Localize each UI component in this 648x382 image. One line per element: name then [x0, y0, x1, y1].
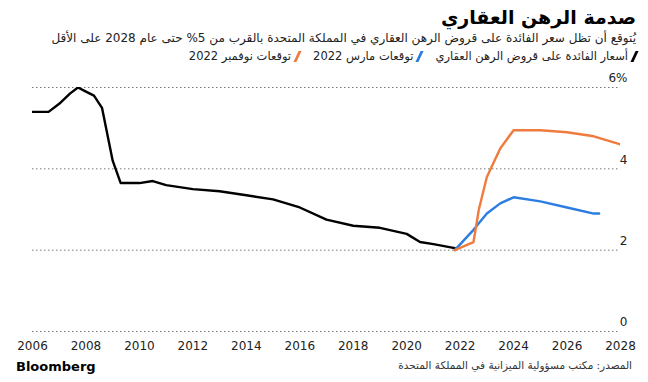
svg-text:2028: 2028	[605, 339, 636, 353]
svg-text:2024: 2024	[498, 339, 529, 353]
svg-text:6%: 6%	[608, 71, 627, 85]
svg-text:2018: 2018	[338, 339, 369, 353]
svg-text:2026: 2026	[552, 339, 583, 353]
svg-text:2006: 2006	[17, 339, 48, 353]
html-text:صدمة الرهن العقاري: صدمة الرهن العقاري	[440, 6, 636, 28]
svg-text:2022: 2022	[445, 339, 476, 353]
svg-text:2020: 2020	[391, 339, 422, 353]
svg-text:2010: 2010	[124, 339, 155, 353]
html-text:توقعات مارس 2022: توقعات مارس 2022	[313, 49, 414, 63]
svg-text:2: 2	[620, 234, 628, 248]
html-text:المصدر: مكتب مسؤولية الميزانية: المصدر: مكتب مسؤولية الميزانية في المملك…	[398, 359, 632, 371]
html-text:Bloomberg: Bloomberg	[16, 359, 96, 374]
svg-text:0: 0	[620, 315, 628, 329]
svg-text:2008: 2008	[71, 339, 102, 353]
html-text:توقعات نوفمبر 2022: توقعات نوفمبر 2022	[188, 49, 292, 63]
svg-text:4: 4	[620, 153, 628, 167]
svg-text:2014: 2014	[231, 339, 262, 353]
html-text:أسعار الفائدة على قروض الرهن ا: أسعار الفائدة على قروض الرهن العقاري	[435, 49, 628, 63]
svg-text:2016: 2016	[284, 339, 315, 353]
svg-text:2012: 2012	[178, 339, 209, 353]
html-text:يُتوقع أن تظل سعر الفائدة على: يُتوقع أن تظل سعر الفائدة على قروض الرهن…	[51, 31, 636, 45]
